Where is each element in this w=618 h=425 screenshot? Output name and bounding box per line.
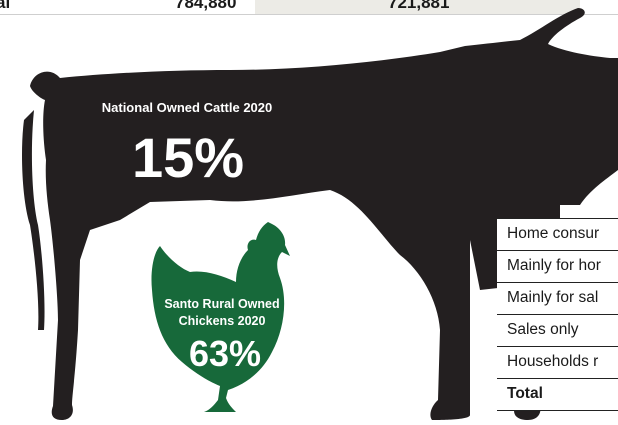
top-row-shade	[255, 0, 580, 14]
cow-silhouette	[30, 8, 618, 420]
table-row: Mainly for sal	[497, 282, 618, 314]
cattle-title: National Owned Cattle 2020	[101, 100, 273, 115]
table-row: Mainly for hor	[497, 250, 618, 282]
table-row: Home consur	[497, 218, 618, 250]
table-row: Households r	[497, 346, 618, 378]
usage-table: Home consur Mainly for hor Mainly for sa…	[497, 218, 618, 411]
top-row-value-2: 721,881	[388, 0, 450, 12]
top-row-value-1: 784,880	[175, 0, 237, 12]
table-row: Sales only	[497, 314, 618, 346]
cow-tail	[22, 110, 45, 330]
top-row-label: al	[0, 0, 11, 12]
hen-silhouette	[151, 222, 290, 412]
chickens-percent: 63%	[188, 333, 262, 374]
cattle-percent: 15%	[131, 126, 245, 189]
table-row-total: Total	[497, 378, 618, 411]
chickens-title: Santo Rural Owned Chickens 2020	[164, 297, 280, 328]
top-table-row: al 784,880 721,881	[0, 0, 618, 15]
